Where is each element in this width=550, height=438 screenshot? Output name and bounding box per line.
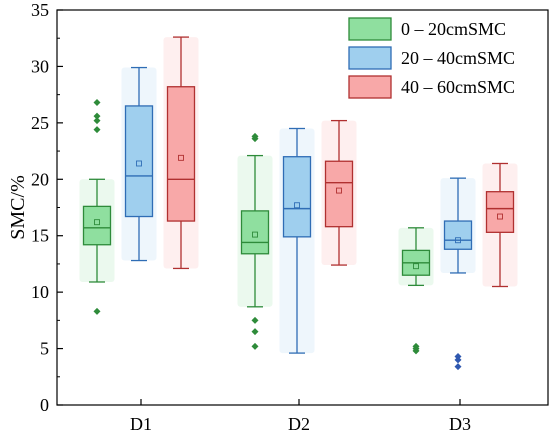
- legend-swatch: [348, 46, 392, 70]
- outlier-point: [454, 363, 462, 371]
- mean-marker: [94, 219, 100, 226]
- box-2-D2: [279, 127, 315, 354]
- y-tick-label: 15: [31, 226, 49, 246]
- y-tick-label: 5: [40, 339, 49, 359]
- box-iqr: [282, 156, 312, 238]
- box-3-D3: [482, 162, 518, 288]
- box-iqr: [443, 220, 473, 250]
- outlier-point: [251, 132, 259, 140]
- plot-area: [79, 36, 518, 371]
- y-tick-label: 10: [31, 282, 49, 302]
- outlier-point: [251, 316, 259, 324]
- mean-marker: [497, 213, 503, 220]
- y-tick-label: 25: [31, 113, 49, 133]
- outlier-point: [454, 352, 462, 360]
- box-2-D1: [121, 66, 157, 262]
- mean-marker: [413, 263, 419, 270]
- x-axis: D1 D2 D3: [130, 399, 471, 434]
- mean-marker: [136, 160, 142, 167]
- legend-swatch: [348, 17, 392, 41]
- y-axis: 0 5 10 15 20 25 30 35: [31, 0, 63, 415]
- box-iqr: [166, 86, 196, 222]
- box-1-D2: [237, 132, 273, 350]
- outlier-point: [93, 117, 101, 125]
- outlier-point: [251, 328, 259, 336]
- legend: 0 – 20cmSMC 20 – 40cmSMC 40 – 60cmSMC: [348, 17, 515, 99]
- mean-marker: [252, 231, 258, 238]
- box-1-D3: [398, 227, 434, 355]
- box-iqr: [240, 210, 270, 255]
- box-iqr: [124, 105, 154, 218]
- outlier-point: [93, 307, 101, 315]
- outlier-point: [93, 112, 101, 120]
- legend-label: 20 – 40cmSMC: [401, 48, 515, 68]
- legend-swatch: [348, 75, 392, 99]
- box-3-D2: [321, 119, 357, 266]
- x-tick-label: D3: [449, 414, 471, 434]
- x-tick-label: D1: [130, 414, 152, 434]
- outlier-point: [412, 342, 420, 350]
- mean-marker: [178, 154, 184, 161]
- outlier-point: [93, 99, 101, 107]
- y-tick-label: 30: [31, 56, 49, 76]
- y-tick-label: 20: [31, 169, 49, 189]
- box-1-D1: [79, 99, 115, 315]
- box-iqr: [485, 191, 515, 233]
- legend-label: 40 – 60cmSMC: [401, 77, 515, 97]
- box-iqr: [324, 160, 354, 228]
- y-tick-label: 0: [40, 395, 49, 415]
- box-2-D3: [440, 177, 476, 371]
- x-tick-label: D2: [288, 414, 310, 434]
- box-iqr: [82, 205, 112, 246]
- outlier-point: [93, 126, 101, 134]
- y-axis-title: SMC/%: [7, 175, 29, 239]
- mean-marker: [294, 202, 300, 209]
- mean-marker: [455, 237, 461, 244]
- mean-marker: [336, 187, 342, 194]
- legend-label: 0 – 20cmSMC: [401, 19, 506, 39]
- outlier-point: [251, 342, 259, 350]
- box-3-D1: [163, 36, 199, 270]
- y-tick-label: 35: [31, 0, 49, 20]
